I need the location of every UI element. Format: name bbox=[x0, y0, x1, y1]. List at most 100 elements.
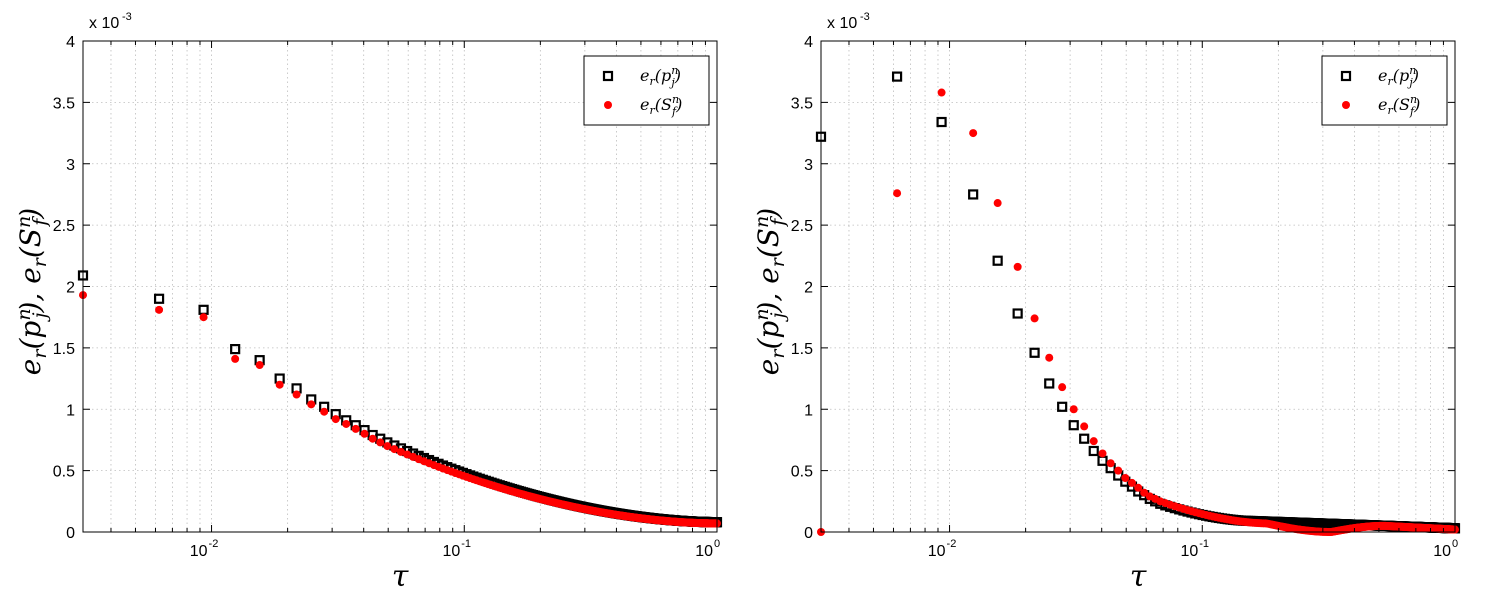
data-point bbox=[1080, 422, 1089, 431]
legend-box bbox=[1321, 55, 1448, 126]
data-point bbox=[275, 380, 284, 389]
legend-label-part: ) bbox=[674, 66, 681, 85]
y-tick-label: 2.5 bbox=[791, 218, 813, 235]
legend: er(pn j)er(Sn f) bbox=[1321, 55, 1448, 126]
y-tick-label: 4 bbox=[66, 34, 75, 51]
y-tick-label: 4 bbox=[804, 34, 813, 51]
y-label-part: ), e bbox=[752, 267, 785, 313]
legend-label-part: r bbox=[649, 75, 655, 88]
y-label-part: r bbox=[29, 256, 51, 267]
legend-marker-circle bbox=[604, 101, 612, 109]
y-tick-label: 1.5 bbox=[53, 341, 75, 358]
legend-label-part: (p bbox=[1393, 66, 1409, 85]
data-point bbox=[396, 447, 405, 456]
y-label-part: (p bbox=[14, 321, 47, 350]
data-point bbox=[1106, 459, 1115, 468]
legend-label-part: n bbox=[1409, 64, 1416, 77]
data-point bbox=[383, 442, 392, 451]
legend-label-part: e bbox=[1378, 95, 1387, 114]
x-tick-exponent: -2 bbox=[947, 538, 957, 550]
y-label-part: j bbox=[29, 312, 51, 322]
y-tick-label: 0.5 bbox=[791, 464, 813, 481]
legend-label-part: n bbox=[672, 93, 679, 106]
y-tick-label: 1 bbox=[804, 402, 813, 419]
legend-marker-square bbox=[1340, 70, 1352, 82]
y-label-part: e bbox=[752, 359, 785, 376]
y-label-part: r bbox=[767, 348, 789, 359]
y-tick-label: 3 bbox=[804, 157, 813, 174]
data-point bbox=[155, 305, 164, 314]
y-label-part: r bbox=[29, 348, 51, 359]
legend-label-part: (S bbox=[1393, 95, 1410, 114]
data-point bbox=[320, 407, 329, 416]
legend-label-part: j bbox=[1406, 76, 1413, 89]
data-point bbox=[1114, 466, 1123, 475]
data-point bbox=[230, 344, 241, 355]
y-label-part: n bbox=[13, 308, 35, 320]
data-point bbox=[969, 129, 978, 138]
data-point bbox=[342, 419, 351, 428]
data-point bbox=[153, 293, 165, 304]
tick-marks bbox=[821, 40, 1456, 533]
data-point bbox=[992, 255, 1003, 266]
x-axis-label: τ bbox=[392, 559, 409, 594]
legend-label-part: e bbox=[1378, 66, 1387, 85]
y-label-part: f bbox=[29, 216, 51, 228]
series-saturation bbox=[79, 291, 721, 528]
y-label-part: r bbox=[767, 256, 789, 267]
x-tick-exponent: -2 bbox=[209, 538, 219, 550]
legend: er(pn j)er(Sn f) bbox=[583, 55, 710, 126]
legend-label-part: r bbox=[649, 104, 655, 117]
data-point bbox=[307, 400, 316, 409]
legend-label-part: n bbox=[1410, 93, 1417, 106]
y-label-part: ) bbox=[752, 208, 785, 220]
data-point bbox=[390, 445, 399, 454]
data-point bbox=[360, 429, 369, 438]
legend-box bbox=[583, 55, 710, 126]
data-point bbox=[1121, 473, 1130, 482]
data-point bbox=[936, 116, 947, 128]
legend-label-part: f bbox=[1409, 105, 1416, 118]
data-point bbox=[255, 361, 264, 370]
x-tick-exponent: 0 bbox=[714, 538, 720, 550]
y-tick-label: 2.5 bbox=[53, 218, 75, 235]
y-multiplier: x 10 bbox=[827, 15, 857, 32]
data-point bbox=[1029, 347, 1040, 358]
legend-label-part: (S bbox=[655, 95, 672, 114]
data-point bbox=[1058, 383, 1067, 392]
x-tick-label: 10 bbox=[1433, 543, 1451, 560]
data-point bbox=[1079, 433, 1090, 444]
x-tick-exponent: -1 bbox=[461, 538, 471, 550]
data-point bbox=[1069, 405, 1078, 414]
legend-label: er(pn j) bbox=[1378, 64, 1419, 89]
x-tick-label: 10 bbox=[1180, 543, 1198, 560]
y-label-part: f bbox=[767, 216, 789, 228]
data-point bbox=[331, 415, 340, 424]
y-label-part: ), e bbox=[14, 267, 47, 313]
y-tick-label: 0.5 bbox=[53, 464, 75, 481]
data-point bbox=[1013, 262, 1022, 271]
data-point bbox=[1045, 353, 1054, 362]
data-point bbox=[1134, 483, 1143, 492]
data-point bbox=[199, 313, 208, 322]
tick-marks bbox=[83, 40, 718, 533]
y-tick-label: 3 bbox=[66, 157, 75, 174]
x-tick-label: 10 bbox=[190, 543, 208, 560]
legend-marker-circle bbox=[1342, 101, 1350, 109]
data-point bbox=[368, 434, 377, 443]
x-tick-label: 10 bbox=[695, 543, 713, 560]
y-tick-label: 1 bbox=[66, 402, 75, 419]
data-point bbox=[1127, 478, 1136, 487]
data-point bbox=[292, 390, 301, 399]
legend-label-part: f bbox=[671, 105, 678, 118]
data-point bbox=[1088, 445, 1099, 457]
y-label-part: e bbox=[14, 359, 47, 376]
x-tick-label: 10 bbox=[928, 543, 946, 560]
x-tick-exponent: 0 bbox=[1452, 538, 1458, 550]
y-label-part: ) bbox=[14, 208, 47, 220]
data-point bbox=[1012, 308, 1023, 319]
y-label-part: (S bbox=[752, 228, 785, 258]
y-tick-label: 0 bbox=[804, 525, 813, 542]
